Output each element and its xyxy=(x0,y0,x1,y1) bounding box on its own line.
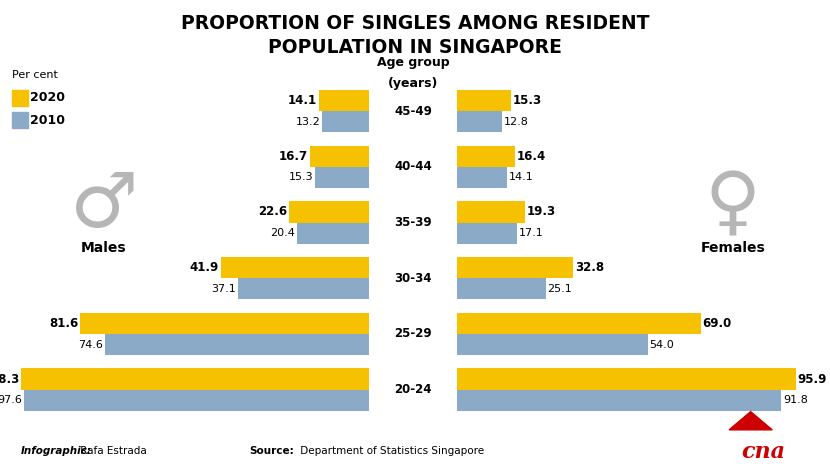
Bar xyxy=(24,390,369,411)
Text: 25-29: 25-29 xyxy=(394,328,432,340)
Bar xyxy=(457,368,796,390)
Bar xyxy=(12,112,27,128)
Text: 54.0: 54.0 xyxy=(650,340,675,350)
Bar xyxy=(457,111,502,132)
Bar xyxy=(289,201,369,222)
Bar xyxy=(457,257,573,278)
Text: 22.6: 22.6 xyxy=(258,205,287,219)
Bar xyxy=(457,146,515,167)
Text: 98.3: 98.3 xyxy=(0,373,20,386)
Text: Source:: Source: xyxy=(249,446,294,456)
Bar xyxy=(221,257,369,278)
Bar xyxy=(237,278,369,300)
Text: ♀: ♀ xyxy=(705,169,761,243)
Bar xyxy=(315,167,369,188)
Bar xyxy=(297,222,369,244)
Text: Per cent: Per cent xyxy=(12,71,58,80)
Bar xyxy=(457,167,507,188)
Bar xyxy=(457,390,782,411)
Text: 97.6: 97.6 xyxy=(0,395,22,405)
Text: 14.1: 14.1 xyxy=(288,94,317,107)
Text: 74.6: 74.6 xyxy=(79,340,104,350)
Text: 20-24: 20-24 xyxy=(394,383,432,396)
Text: Rafa Estrada: Rafa Estrada xyxy=(77,446,147,456)
Text: 15.3: 15.3 xyxy=(288,172,313,183)
Text: 2010: 2010 xyxy=(30,114,65,126)
Text: 37.1: 37.1 xyxy=(211,284,236,294)
Bar xyxy=(457,222,517,244)
Text: 45-49: 45-49 xyxy=(394,104,432,117)
Text: 12.8: 12.8 xyxy=(504,117,529,127)
Text: Males: Males xyxy=(81,241,126,255)
Text: 14.1: 14.1 xyxy=(509,172,534,183)
Text: ♂: ♂ xyxy=(70,169,138,243)
Text: 81.6: 81.6 xyxy=(50,317,79,330)
Bar xyxy=(12,90,27,105)
Text: Age group: Age group xyxy=(377,56,449,69)
Text: Females: Females xyxy=(701,241,765,255)
Text: 69.0: 69.0 xyxy=(703,317,732,330)
Text: Infographic:: Infographic: xyxy=(21,446,91,456)
Bar xyxy=(457,201,525,222)
Text: 41.9: 41.9 xyxy=(190,261,219,274)
Text: cna: cna xyxy=(741,441,786,463)
Text: 20.4: 20.4 xyxy=(270,228,295,238)
Bar xyxy=(310,146,369,167)
Text: PROPORTION OF SINGLES AMONG RESIDENT
POPULATION IN SINGAPORE: PROPORTION OF SINGLES AMONG RESIDENT POP… xyxy=(181,14,649,57)
Text: 17.1: 17.1 xyxy=(520,228,544,238)
Bar xyxy=(457,90,511,111)
Text: 2020: 2020 xyxy=(30,91,65,104)
Text: Department of Statistics Singapore: Department of Statistics Singapore xyxy=(297,446,484,456)
Bar xyxy=(105,334,369,355)
Text: 95.9: 95.9 xyxy=(798,373,828,386)
Bar xyxy=(457,278,545,300)
Polygon shape xyxy=(729,412,772,430)
Text: 19.3: 19.3 xyxy=(527,205,556,219)
Text: 40-44: 40-44 xyxy=(394,161,432,173)
Text: (years): (years) xyxy=(388,77,438,90)
Text: 35-39: 35-39 xyxy=(394,216,432,229)
Text: 32.8: 32.8 xyxy=(574,261,604,274)
Bar xyxy=(22,368,369,390)
Text: 16.4: 16.4 xyxy=(517,150,546,163)
Bar xyxy=(319,90,369,111)
Text: 30-34: 30-34 xyxy=(394,272,432,285)
Text: 91.8: 91.8 xyxy=(784,395,808,405)
Bar xyxy=(81,313,369,334)
Bar xyxy=(322,111,369,132)
Bar xyxy=(457,334,648,355)
Text: 25.1: 25.1 xyxy=(548,284,572,294)
Text: 15.3: 15.3 xyxy=(513,94,542,107)
Bar xyxy=(457,313,701,334)
Text: 13.2: 13.2 xyxy=(295,117,320,127)
Text: 16.7: 16.7 xyxy=(279,150,308,163)
